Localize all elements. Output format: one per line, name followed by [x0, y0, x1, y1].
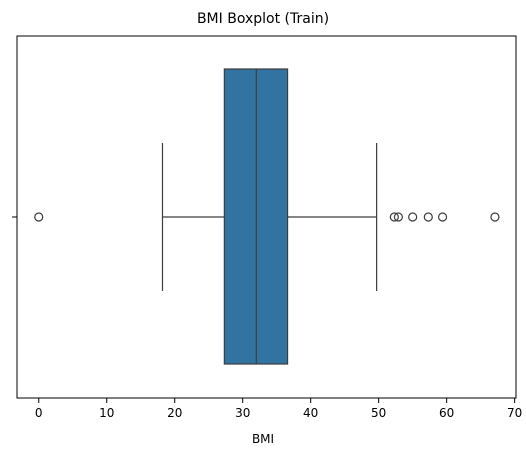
outlier-point — [437, 212, 448, 222]
plot-area — [12, 35, 517, 399]
outlier-point — [423, 212, 433, 222]
x-tick-label: 0 — [35, 406, 43, 420]
x-tick-label: 60 — [439, 406, 454, 420]
chart-title: BMI Boxplot (Train) — [197, 11, 329, 27]
x-tick-label: 20 — [167, 406, 182, 420]
x-axis: 0 10 20 30 40 50 60 70 — [35, 398, 522, 420]
x-tick-label: 30 — [235, 406, 250, 420]
x-tick-label: 10 — [99, 406, 114, 420]
outlier-point — [34, 212, 44, 222]
x-axis-label: BMI — [252, 432, 274, 446]
outlier-point — [389, 212, 399, 222]
outlier-point — [393, 212, 403, 222]
x-tick-label: 50 — [371, 406, 386, 420]
outlier-point — [408, 212, 418, 222]
x-tick-label: 40 — [303, 406, 318, 420]
x-tick-label: 70 — [507, 406, 522, 420]
outlier-point — [490, 212, 500, 222]
